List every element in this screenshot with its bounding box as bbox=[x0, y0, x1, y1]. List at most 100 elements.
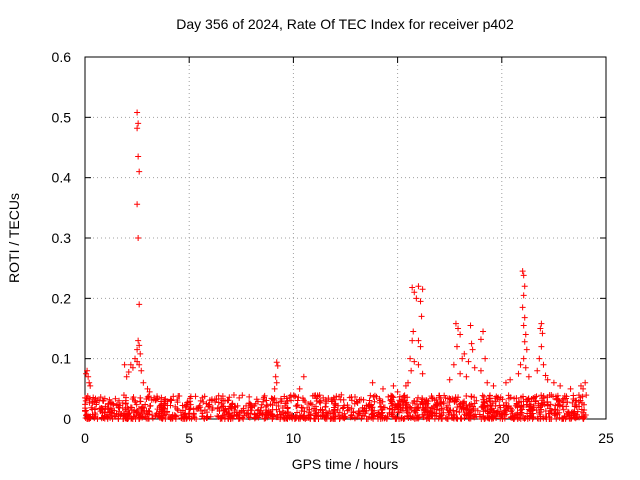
data-point bbox=[272, 373, 279, 380]
data-point bbox=[467, 322, 474, 329]
baseline-point bbox=[404, 413, 411, 420]
baseline-point bbox=[247, 410, 254, 417]
baseline-point bbox=[331, 409, 338, 416]
data-point bbox=[300, 373, 307, 380]
data-point bbox=[502, 379, 509, 386]
baseline-point bbox=[291, 415, 298, 422]
baseline-point bbox=[556, 402, 563, 409]
data-point bbox=[135, 153, 142, 160]
data-point bbox=[490, 382, 497, 389]
baseline-point bbox=[105, 400, 112, 407]
data-point bbox=[417, 343, 424, 350]
baseline-point bbox=[88, 404, 95, 411]
baseline-point bbox=[440, 398, 447, 405]
baseline-point bbox=[544, 394, 551, 401]
baseline-point bbox=[246, 393, 253, 400]
baseline-point bbox=[133, 401, 140, 408]
baseline-point bbox=[397, 398, 404, 405]
baseline-point bbox=[312, 415, 319, 422]
baseline-point bbox=[563, 403, 570, 410]
data-point bbox=[521, 314, 528, 321]
baseline-point bbox=[360, 396, 367, 403]
baseline-point bbox=[542, 408, 549, 415]
baseline-point bbox=[375, 409, 382, 416]
baseline-point bbox=[146, 403, 153, 410]
baseline-point bbox=[226, 394, 233, 401]
baseline-point bbox=[246, 400, 253, 407]
baseline-point bbox=[83, 412, 90, 419]
baseline-point bbox=[128, 415, 135, 422]
data-point bbox=[459, 355, 466, 362]
data-point bbox=[469, 346, 476, 353]
x-tick-label: 5 bbox=[185, 430, 193, 446]
data-point bbox=[271, 385, 278, 392]
baseline-point bbox=[507, 414, 514, 421]
baseline-point bbox=[497, 412, 504, 419]
data-point bbox=[338, 391, 345, 398]
data-point bbox=[417, 298, 424, 305]
data-point bbox=[521, 338, 528, 345]
baseline-point bbox=[162, 415, 169, 422]
data-point bbox=[411, 358, 418, 365]
baseline-point bbox=[226, 410, 233, 417]
baseline-point bbox=[547, 407, 554, 414]
baseline-point bbox=[203, 400, 210, 407]
data-point bbox=[410, 328, 417, 335]
x-axis-label: GPS time / hours bbox=[291, 456, 399, 472]
baseline-point bbox=[544, 401, 551, 408]
baseline-point bbox=[413, 401, 420, 408]
baseline-point bbox=[94, 415, 101, 422]
data-point bbox=[465, 358, 472, 365]
baseline-point bbox=[485, 410, 492, 417]
baseline-point bbox=[423, 401, 430, 408]
data-point bbox=[542, 372, 549, 379]
data-point bbox=[525, 373, 532, 380]
baseline-point bbox=[245, 407, 252, 414]
baseline-point bbox=[215, 399, 222, 406]
x-tick-label: 10 bbox=[286, 430, 302, 446]
baseline-point bbox=[450, 415, 457, 422]
data-point bbox=[446, 376, 453, 383]
baseline-point bbox=[282, 400, 289, 407]
baseline-point bbox=[130, 394, 137, 401]
baseline-point bbox=[431, 397, 438, 404]
baseline-point bbox=[411, 398, 418, 405]
baseline-point bbox=[526, 403, 533, 410]
data-point bbox=[136, 361, 143, 368]
baseline-point bbox=[187, 401, 194, 408]
baseline-point bbox=[178, 412, 185, 419]
baseline-point bbox=[167, 402, 174, 409]
data-point bbox=[132, 355, 139, 362]
baseline-point bbox=[271, 395, 278, 402]
baseline-point bbox=[307, 415, 314, 422]
baseline-point bbox=[336, 409, 343, 416]
baseline-point bbox=[90, 394, 97, 401]
data-point bbox=[537, 325, 544, 332]
baseline-point bbox=[116, 397, 123, 404]
baseline-point bbox=[218, 395, 225, 402]
data-point bbox=[418, 313, 425, 320]
baseline-point bbox=[341, 413, 348, 420]
baseline-point bbox=[161, 405, 168, 412]
baseline-point bbox=[112, 395, 119, 402]
baseline-point bbox=[533, 393, 540, 400]
baseline-point bbox=[501, 409, 508, 416]
baseline-point bbox=[392, 415, 399, 422]
baseline-point bbox=[109, 406, 116, 413]
data-point bbox=[468, 340, 475, 347]
data-point bbox=[419, 370, 426, 377]
baseline-point bbox=[222, 397, 229, 404]
baseline-point bbox=[319, 406, 326, 413]
baseline-point bbox=[438, 415, 445, 422]
baseline-point bbox=[387, 392, 394, 399]
baseline-point bbox=[556, 409, 563, 416]
baseline-point bbox=[282, 415, 289, 422]
baseline-point bbox=[276, 408, 283, 415]
baseline-point bbox=[369, 411, 376, 418]
baseline-point bbox=[517, 407, 524, 414]
baseline-point bbox=[529, 406, 536, 413]
baseline-point bbox=[149, 412, 156, 419]
data-point bbox=[86, 379, 93, 386]
baseline-point bbox=[508, 414, 515, 421]
baseline-point bbox=[214, 413, 221, 420]
